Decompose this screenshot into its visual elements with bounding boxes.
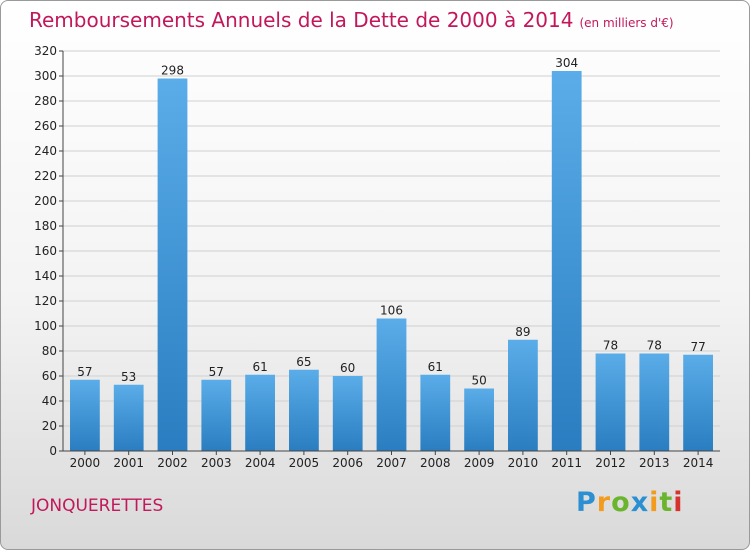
y-tick-label: 200 [34, 194, 57, 208]
x-tick-label: 2000 [70, 456, 101, 470]
x-tick-label: 2012 [595, 456, 626, 470]
bar [70, 379, 100, 451]
bar [508, 339, 538, 451]
x-tick-label: 2007 [376, 456, 407, 470]
bar [157, 78, 188, 451]
bar [289, 369, 319, 451]
logo-letter: i [649, 487, 660, 518]
proxiti-logo: Proxiti [576, 487, 684, 518]
bar-value-label: 50 [471, 374, 486, 388]
bar [464, 388, 494, 451]
bar-value-label: 106 [380, 304, 403, 318]
y-tick-label: 180 [34, 219, 57, 233]
bar-value-label: 60 [340, 361, 355, 375]
logo-letter: x [630, 487, 650, 518]
bar-value-label: 53 [121, 370, 136, 384]
labels: 0 20 40 60 80 100 120 140 160 180 200 220 240 260 280 3… [34, 44, 713, 470]
bar [420, 374, 451, 451]
chart-title-text: Remboursements Annuels de la Dette de 20… [29, 8, 574, 32]
y-tick-label: 220 [34, 169, 57, 183]
y-tick-label: 0 [49, 444, 57, 458]
bar [376, 318, 407, 451]
bar-value-label: 304 [555, 56, 578, 70]
bar-value-label: 78 [603, 339, 618, 353]
bar-value-label: 65 [296, 355, 311, 369]
y-tick-label: 140 [34, 269, 57, 283]
logo-letter: P [576, 487, 597, 518]
y-tick-label: 60 [42, 369, 57, 383]
bar [639, 353, 670, 451]
x-tick-label: 2006 [332, 456, 363, 470]
bar-value-label: 89 [515, 325, 530, 339]
logo-letter: o [611, 487, 631, 518]
y-tick-label: 120 [34, 294, 57, 308]
bar-value-label: 78 [647, 339, 662, 353]
y-tick-label: 300 [34, 69, 57, 83]
x-tick-label: 2005 [289, 456, 320, 470]
chart-title: Remboursements Annuels de la Dette de 20… [29, 8, 674, 32]
y-tick-label: 40 [42, 394, 57, 408]
x-tick-label: 2013 [639, 456, 670, 470]
bar-value-label: 77 [690, 340, 705, 354]
bar [245, 374, 275, 451]
bar [113, 384, 144, 451]
bar [332, 376, 363, 451]
y-tick-label: 160 [34, 244, 57, 258]
bar [201, 379, 232, 451]
bar-value-label: 61 [428, 360, 443, 374]
bar [595, 353, 626, 451]
x-tick-label: 2008 [420, 456, 451, 470]
x-tick-label: 2010 [508, 456, 539, 470]
axes [59, 50, 720, 455]
x-tick-label: 2009 [464, 456, 495, 470]
bar-value-label: 57 [209, 365, 224, 379]
y-tick-label: 100 [34, 319, 57, 333]
x-tick-label: 2014 [683, 456, 714, 470]
x-tick-label: 2001 [113, 456, 144, 470]
chart-unit: (en milliers d'€) [579, 16, 674, 30]
x-tick-label: 2003 [201, 456, 232, 470]
x-tick-label: 2002 [157, 456, 188, 470]
bar-value-label: 298 [161, 64, 184, 78]
x-tick-label: 2011 [551, 456, 582, 470]
bar [683, 354, 713, 451]
town-name: JONQUERETTES [31, 496, 164, 516]
logo-letter: t [659, 487, 674, 518]
logo-letter: i [673, 487, 684, 518]
bar-value-label: 57 [77, 365, 92, 379]
y-tick-label: 320 [34, 44, 57, 58]
bar-value-label: 61 [252, 360, 267, 374]
y-tick-label: 240 [34, 144, 57, 158]
bar [551, 71, 582, 451]
y-tick-label: 260 [34, 119, 57, 133]
logo-letter: r [596, 487, 612, 518]
y-tick-label: 280 [34, 94, 57, 108]
x-tick-label: 2004 [245, 456, 276, 470]
y-tick-label: 80 [42, 344, 57, 358]
bars [70, 71, 713, 451]
y-tick-label: 20 [42, 419, 57, 433]
